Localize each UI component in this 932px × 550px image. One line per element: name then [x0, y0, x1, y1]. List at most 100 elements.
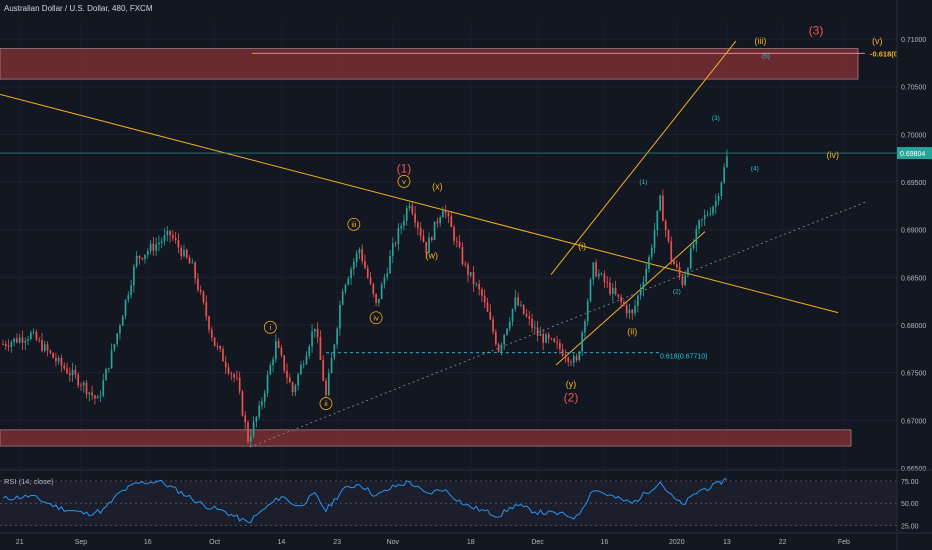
candle-body: [88, 392, 91, 395]
candle-body: [472, 272, 475, 285]
candle-body: [637, 295, 639, 306]
candle-body: [163, 235, 166, 242]
candle-body: [444, 210, 447, 213]
candle-body: [511, 309, 514, 322]
candle-body: [283, 355, 286, 371]
candle-body: [436, 221, 439, 224]
candle-body: [609, 282, 611, 294]
candle-body: [564, 355, 567, 358]
candle-body: [43, 344, 46, 351]
drawn-trendlines[interactable]: [0, 40, 897, 448]
candle-body: [110, 349, 113, 368]
candle-body: [24, 340, 27, 343]
candlestick-series: [2, 149, 728, 447]
candle-body: [469, 272, 472, 276]
x-tick-label: Nov: [387, 539, 400, 546]
candle-body: [77, 374, 80, 386]
y-tick-label: 0.67000: [901, 418, 926, 425]
candle-body: [116, 333, 118, 345]
candle-body: [642, 281, 645, 290]
rsi-panel: [0, 478, 897, 526]
candle-body: [653, 230, 656, 248]
candle-body: [280, 347, 283, 356]
candle-body: [706, 214, 709, 216]
candle-body: [670, 241, 673, 261]
candle-body: [545, 334, 547, 343]
candle-body: [127, 294, 130, 300]
x-tick-label: Sep: [75, 539, 88, 546]
wave-label: (y): [566, 379, 577, 389]
candle-body: [18, 337, 21, 343]
candle-body: [80, 385, 82, 387]
candle-body: [197, 278, 199, 290]
candle-body: [634, 305, 636, 314]
candle-body: [453, 227, 455, 242]
rsi-line: [2, 478, 727, 524]
candle-body: [417, 222, 419, 228]
rsi-title: RSI (14, close): [4, 477, 54, 486]
candle-body: [522, 304, 525, 314]
candle-body: [497, 344, 500, 352]
candle-body: [467, 264, 469, 276]
candle-body: [113, 344, 116, 350]
candle-body: [486, 302, 489, 312]
candle-body: [673, 260, 675, 265]
candle-body: [183, 249, 185, 257]
candle-body: [533, 327, 536, 329]
candle-body: [617, 294, 620, 297]
candle-body: [442, 210, 444, 218]
y-tick-label: 0.68000: [901, 323, 926, 330]
candle-body: [723, 167, 725, 183]
candle-body: [422, 235, 425, 243]
candle-body: [219, 346, 222, 350]
candle-body: [386, 273, 389, 278]
candle-body: [603, 273, 606, 283]
candle-body: [717, 196, 720, 201]
current-price-label: 0.69804: [900, 151, 925, 158]
candle-body: [119, 325, 121, 334]
candle-body: [662, 195, 664, 221]
candle-body: [236, 377, 238, 379]
candle-body: [177, 239, 180, 248]
candle-body: [439, 217, 441, 224]
candle-body: [82, 382, 85, 386]
candle-body: [578, 351, 581, 361]
candle-body: [152, 243, 155, 251]
candle-body: [492, 319, 494, 332]
candle-body: [375, 293, 377, 304]
candle-body: [294, 385, 297, 393]
candle-body: [692, 244, 695, 249]
candle-body: [520, 304, 522, 306]
candle-body: [107, 367, 110, 369]
y-tick-label: 0.69000: [901, 228, 926, 235]
candle-body: [63, 365, 66, 369]
fib-level-label: 0.618(0.67710): [660, 354, 707, 361]
candle-body: [542, 333, 545, 343]
candle-body: [71, 369, 74, 376]
candle-body: [16, 338, 18, 343]
lower-support-zone: [0, 429, 852, 447]
candle-body: [364, 261, 366, 269]
candle-body: [55, 357, 57, 362]
wave-label: (iv): [826, 150, 839, 160]
candle-body: [57, 357, 60, 362]
y-tick-label: 0.69500: [901, 180, 926, 187]
candle-body: [397, 228, 400, 244]
candle-body: [2, 344, 4, 345]
dotted-support-trendline: [249, 200, 869, 448]
x-tick-label: Feb: [838, 539, 850, 546]
candle-body: [344, 284, 347, 292]
candle-body: [205, 302, 208, 317]
rsi-level-label: 75.00: [901, 479, 919, 486]
candle-body: [525, 313, 528, 317]
candle-body: [625, 305, 628, 314]
candle-body: [66, 368, 68, 374]
candle-body: [286, 370, 288, 378]
candle-body: [174, 238, 177, 240]
candle-body: [478, 283, 480, 290]
wave-label: (1): [397, 162, 412, 176]
candle-body: [361, 249, 364, 262]
candle-body: [288, 377, 291, 383]
